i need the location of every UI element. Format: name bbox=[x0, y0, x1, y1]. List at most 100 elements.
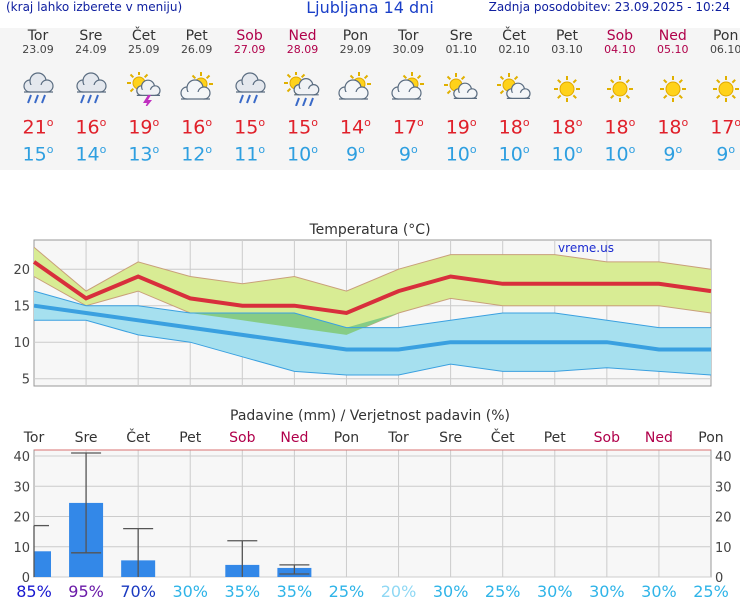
precipitation-probability: 30% bbox=[433, 582, 469, 600]
day-column[interactable]: Ned 28.09 15o 10o bbox=[276, 28, 330, 165]
precipitation-probability: 25% bbox=[485, 582, 521, 600]
min-temperature-line bbox=[33, 303, 711, 352]
min-temperature: 15o bbox=[22, 143, 54, 166]
day-name: Pon bbox=[712, 28, 739, 44]
precipitation-probability: 30% bbox=[589, 582, 625, 600]
rain-drop bbox=[93, 94, 99, 104]
precipitation-probability: 85% bbox=[16, 582, 52, 600]
location-hint[interactable]: (kraj lahko izberete v meniju) bbox=[6, 0, 183, 14]
day-column[interactable]: Pon 06.10 17o 9o bbox=[699, 28, 740, 165]
precipitation-probability: 70% bbox=[120, 582, 156, 600]
day-label: Pon bbox=[698, 430, 723, 446]
precipitation-probability: 95% bbox=[68, 582, 104, 600]
day-name: Ned bbox=[288, 28, 317, 44]
day-column[interactable]: Sob 27.09 15o 11o bbox=[223, 28, 277, 165]
day-column[interactable]: Čet 25.09 19o 13o bbox=[117, 28, 171, 165]
rain-drop bbox=[252, 94, 258, 104]
min-temperature: 9o bbox=[716, 143, 736, 166]
day-column[interactable]: Tor 23.09 21o 15o bbox=[11, 28, 65, 165]
y-tick-label: 20 bbox=[13, 263, 30, 278]
day-label: Sob bbox=[594, 430, 620, 446]
rain-drop bbox=[294, 97, 300, 106]
day-date: 29.09 bbox=[339, 43, 372, 56]
day-date: 28.09 bbox=[286, 43, 319, 56]
day-date: 02.10 bbox=[498, 43, 530, 56]
day-column[interactable]: Pet 26.09 16o 12o bbox=[170, 28, 224, 165]
day-name: Čet bbox=[502, 28, 527, 44]
day-label: Sob bbox=[229, 430, 255, 446]
min-temperature: 10o bbox=[551, 143, 583, 166]
max-temperature: 16o bbox=[181, 116, 213, 139]
y-tick-label-left: 10 bbox=[13, 541, 30, 556]
cloud-shape bbox=[234, 72, 266, 93]
band-overlap bbox=[34, 276, 711, 335]
y-tick-label: 10 bbox=[13, 336, 30, 351]
min-temperature: 10o bbox=[445, 143, 477, 166]
max-temperature: 21o bbox=[22, 116, 54, 139]
precipitation-probability: 25% bbox=[693, 582, 729, 600]
rain-drop bbox=[34, 94, 39, 104]
sun-cloud-rain-icon bbox=[283, 72, 319, 106]
y-tick-label-right: 40 bbox=[715, 450, 732, 465]
rain-drop bbox=[27, 94, 32, 104]
day-column[interactable]: Pon 29.09 14o 9o bbox=[328, 28, 382, 165]
day-column[interactable]: Tor 30.09 17o 9o bbox=[381, 28, 435, 165]
cloud-shape bbox=[180, 79, 211, 100]
precipitation-probability: 35% bbox=[225, 582, 261, 600]
precipitation-probability: 30% bbox=[537, 582, 573, 600]
min-temperature: 10o bbox=[604, 143, 636, 166]
min-temperature: 12o bbox=[181, 143, 213, 166]
temperature-chart: Temperatura (°C) 5 10 15 20 vreme.us bbox=[13, 222, 712, 388]
rain-drop bbox=[308, 97, 314, 106]
precipitation-probability: 30% bbox=[172, 582, 208, 600]
day-label: Čet bbox=[491, 428, 515, 446]
day-label: Pet bbox=[544, 430, 567, 446]
rain-cloud-icon bbox=[76, 72, 107, 104]
day-label: Pet bbox=[179, 430, 202, 446]
min-band-lower-edge bbox=[34, 319, 712, 376]
day-date: 24.09 bbox=[75, 43, 107, 56]
day-label: Ned bbox=[280, 430, 308, 446]
day-date: 03.10 bbox=[551, 43, 583, 56]
day-column[interactable]: Sre 01.10 19o 10o bbox=[434, 28, 488, 165]
sun-shape bbox=[606, 76, 633, 102]
y-tick-label: 15 bbox=[13, 300, 30, 315]
max-temperature-line bbox=[32, 260, 712, 316]
day-column[interactable]: Sob 04.10 18o 10o bbox=[593, 28, 647, 165]
day-column[interactable]: Ned 05.10 18o 9o bbox=[646, 28, 700, 165]
day-column[interactable]: Čet 02.10 18o 10o bbox=[487, 28, 541, 165]
day-name: Tor bbox=[27, 28, 49, 44]
day-name: Ned bbox=[658, 28, 687, 44]
day-label: Tor bbox=[387, 430, 409, 446]
min-temperature: 9o bbox=[663, 143, 683, 166]
cloud-shape bbox=[338, 79, 369, 100]
max-temperature: 17o bbox=[710, 116, 740, 139]
max-temperature: 14o bbox=[339, 116, 371, 139]
plot-area bbox=[33, 449, 712, 578]
min-temperature: 10o bbox=[498, 143, 530, 166]
y-tick-label-left: 30 bbox=[13, 480, 30, 495]
watermark: vreme.us bbox=[558, 241, 614, 255]
lightning-bolt bbox=[142, 95, 152, 106]
day-date: 30.09 bbox=[392, 43, 425, 56]
daily-forecast-panel: Tor 23.09 21o 15o Sre 24.09 16o 14o Čet … bbox=[0, 28, 740, 170]
day-name: Sre bbox=[79, 28, 103, 44]
max-band-lower-edge bbox=[33, 276, 712, 336]
day-date: 25.09 bbox=[128, 43, 160, 56]
rain-drop bbox=[79, 94, 85, 104]
max-temperature: 19o bbox=[445, 116, 477, 139]
rain-cloud-icon bbox=[234, 72, 266, 104]
header: (kraj lahko izberete v meniju) Ljubljana… bbox=[0, 0, 740, 20]
day-name: Pet bbox=[185, 28, 208, 44]
max-band-upper-edge bbox=[33, 246, 712, 292]
sun-icon bbox=[554, 76, 580, 102]
day-name: Čet bbox=[131, 28, 156, 44]
max-temperature: 19o bbox=[128, 116, 160, 139]
rain-drop bbox=[238, 94, 244, 104]
min-temperature: 13o bbox=[128, 143, 160, 166]
precipitation-probability: 25% bbox=[329, 582, 365, 600]
partly-cloudy-icon bbox=[391, 72, 425, 100]
day-column[interactable]: Sre 24.09 16o 14o bbox=[64, 28, 118, 165]
day-column[interactable]: Pet 03.10 18o 10o bbox=[540, 28, 594, 165]
precipitation-chart: Padavine (mm) / Verjetnost padavin (%) To… bbox=[13, 408, 732, 600]
